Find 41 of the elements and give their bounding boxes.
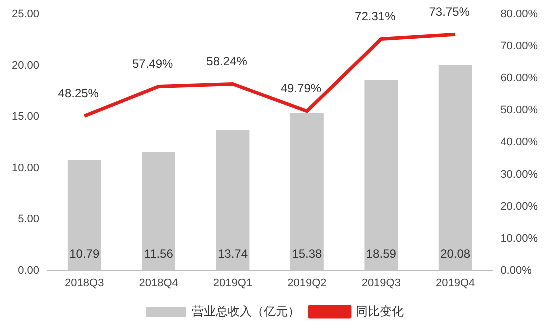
bar: [438, 65, 472, 271]
y-tick-label: 25.00: [12, 8, 40, 21]
y-tick-label: 10.00: [12, 162, 40, 174]
y-tick-label: 15.00: [12, 111, 40, 124]
y2-tick-label: 60.00%: [500, 72, 538, 85]
data-label: 15.38: [292, 247, 323, 262]
y2-tick-label: 30.00%: [500, 168, 538, 181]
data-label: 20.08: [440, 247, 471, 262]
bar: [142, 152, 176, 271]
x-tick-label: 2018Q3: [65, 277, 104, 290]
data-label: 48.25%: [58, 86, 100, 101]
data-label: 18.59: [366, 247, 397, 262]
data-label: 73.75%: [429, 4, 470, 19]
bar: [68, 160, 102, 271]
bar: [216, 130, 250, 271]
legend-label: 同比变化: [356, 304, 404, 318]
data-label: 49.79%: [280, 82, 322, 96]
data-label: 58.24%: [206, 54, 248, 69]
y-tick-label: 5.00: [18, 214, 40, 226]
data-label: 10.79: [70, 247, 100, 262]
data-label: 13.74: [218, 247, 248, 262]
bar: [364, 80, 398, 271]
data-label: 11.56: [144, 247, 174, 262]
x-tick-label: 2018Q4: [139, 277, 178, 290]
data-label: 57.49%: [132, 57, 174, 71]
y2-tick-label: 40.00%: [500, 136, 538, 149]
x-tick-label: 2019Q2: [288, 277, 327, 290]
y2-tick-label: 10.00%: [500, 232, 538, 245]
y2-tick-label: 70.00%: [500, 40, 538, 53]
y2-tick-label: 20.00%: [500, 200, 538, 213]
legend-label: 营业总收入（亿元）: [192, 304, 300, 318]
x-tick-label: 2019Q4: [436, 277, 476, 290]
y-tick-label: 0.00: [18, 264, 40, 277]
x-tick-label: 2019Q3: [362, 277, 401, 290]
y2-tick-label: 80.00%: [500, 8, 538, 21]
data-label: 72.31%: [355, 10, 396, 24]
y2-tick-label: 0.00%: [500, 264, 532, 277]
x-tick-label: 2019Q1: [213, 277, 253, 290]
y-tick-label: 20.00: [12, 60, 40, 72]
y2-tick-label: 50.00%: [500, 104, 538, 117]
bar: [290, 113, 324, 271]
